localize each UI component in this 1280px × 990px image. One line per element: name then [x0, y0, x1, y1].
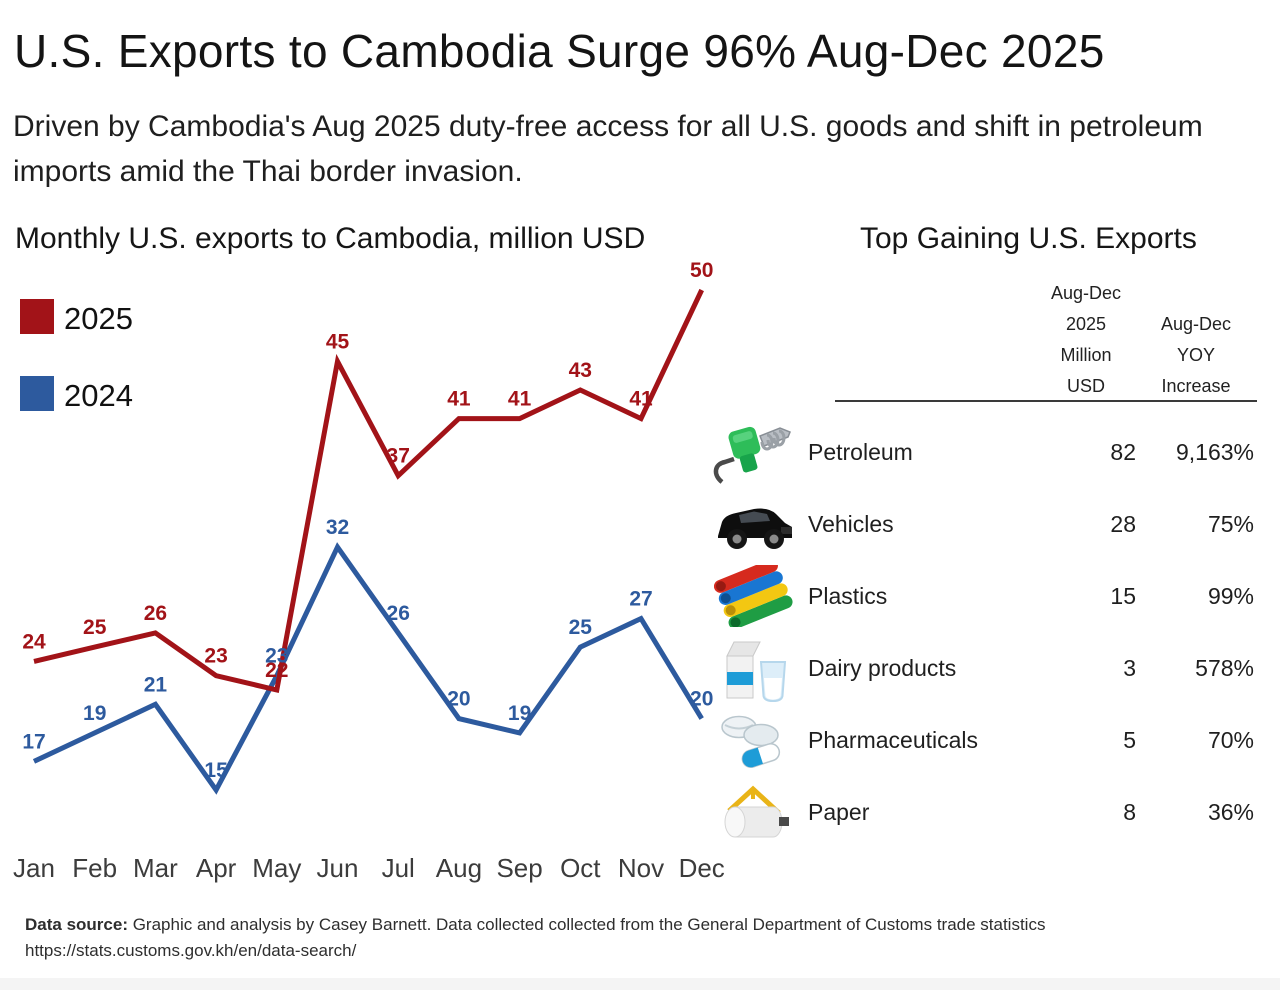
svg-text:19: 19	[508, 702, 531, 725]
value-musd: 5	[1123, 726, 1136, 753]
svg-text:Dec: Dec	[679, 853, 725, 883]
svg-text:Oct: Oct	[560, 853, 601, 883]
table-col1-header: Aug-Dec 2025 Million USD	[1050, 283, 1122, 396]
value-musd: 3	[1123, 654, 1136, 681]
chart-title: Monthly U.S. exports to Cambodia, millio…	[15, 222, 646, 255]
yoy-increase: 99%	[1207, 582, 1254, 609]
product-name: Paper	[808, 798, 870, 825]
table-row-pharmaceuticals: Pharmaceuticals 5 70%	[700, 704, 1262, 776]
legend-swatch-2024	[20, 376, 54, 411]
svg-text:21: 21	[144, 673, 168, 696]
svg-text:19: 19	[83, 702, 106, 725]
product-name: Vehicles	[808, 510, 894, 537]
svg-text:24: 24	[22, 630, 46, 653]
svg-text:41: 41	[447, 388, 471, 411]
svg-text:May: May	[252, 853, 301, 883]
svg-text:41: 41	[508, 388, 532, 411]
svg-text:25: 25	[83, 616, 107, 639]
svg-text:20: 20	[447, 688, 470, 711]
product-name: Plastics	[808, 582, 888, 609]
svg-text:20: 20	[690, 688, 713, 711]
pills-icon	[700, 711, 808, 769]
svg-text:Feb: Feb	[72, 853, 117, 883]
svg-text:15: 15	[204, 759, 228, 782]
legend-swatch-2025	[20, 299, 54, 334]
table-row-plastics: Plastics 15 99%	[700, 560, 1262, 632]
svg-text:Sep: Sep	[496, 853, 542, 883]
svg-text:41: 41	[629, 388, 653, 411]
table-header-rule	[835, 400, 1257, 402]
bottom-strip	[0, 978, 1280, 990]
table-row-vehicles: Vehicles 28 75%	[700, 488, 1262, 560]
svg-text:Jan: Jan	[13, 853, 55, 883]
svg-text:27: 27	[629, 588, 652, 611]
plastic-rolls-icon	[700, 565, 808, 627]
table-row-paper: Paper 8 36%	[700, 776, 1262, 848]
data-source-note: Data source: Graphic and analysis by Cas…	[25, 912, 1185, 964]
suv-icon	[700, 496, 808, 552]
legend-label-2025: 2025	[64, 301, 133, 336]
svg-text:43: 43	[569, 359, 592, 382]
table-col2-header: Aug-Dec YOY Increase	[1160, 314, 1232, 396]
svg-text:22: 22	[265, 659, 288, 682]
yoy-increase: 36%	[1207, 798, 1254, 825]
data-source-url[interactable]: https://stats.customs.gov.kh/en/data-sea…	[25, 941, 357, 960]
product-name: Pharmaceuticals	[808, 726, 979, 753]
svg-text:37: 37	[387, 445, 410, 468]
legend-label-2024: 2024	[64, 378, 133, 413]
page-title: U.S. Exports to Cambodia Surge 96% Aug-D…	[14, 25, 1105, 77]
table-title: Top Gaining U.S. Exports	[860, 222, 1197, 255]
svg-text:32: 32	[326, 516, 349, 539]
yoy-increase: 9,163%	[1175, 438, 1254, 465]
value-musd: 28	[1110, 510, 1136, 537]
svg-text:Aug: Aug	[436, 853, 482, 883]
yoy-increase: 578%	[1195, 654, 1254, 681]
svg-text:26: 26	[387, 602, 410, 625]
milk-carton-icon	[700, 634, 808, 702]
product-name: Dairy products	[808, 654, 957, 681]
svg-text:25: 25	[569, 616, 593, 639]
data-source-text: Graphic and analysis by Casey Barnett. D…	[127, 915, 1046, 934]
paper-roll-icon	[700, 779, 808, 845]
svg-text:Nov: Nov	[618, 853, 664, 883]
data-source-label: Data source:	[25, 915, 128, 934]
exports-line-chart: 1719211523322620192527202425262322453741…	[13, 259, 725, 883]
svg-text:50: 50	[690, 259, 713, 282]
svg-text:26: 26	[144, 602, 167, 625]
product-name: Petroleum	[808, 438, 913, 465]
fuel-pump-icon	[700, 418, 808, 486]
svg-text:23: 23	[265, 645, 288, 668]
svg-text:Jul: Jul	[382, 853, 415, 883]
table-row-petroleum: Petroleum 82 9,163%	[700, 416, 1262, 488]
table-row-dairy: Dairy products 3 578%	[700, 632, 1262, 704]
page-subtitle: Driven by Cambodia's Aug 2025 duty-free …	[13, 110, 1203, 188]
yoy-increase: 75%	[1207, 510, 1254, 537]
yoy-increase: 70%	[1207, 726, 1254, 753]
svg-text:17: 17	[22, 730, 45, 753]
svg-text:Mar: Mar	[133, 853, 178, 883]
svg-text:Apr: Apr	[196, 853, 237, 883]
value-musd: 15	[1110, 582, 1136, 609]
svg-text:23: 23	[204, 645, 227, 668]
value-musd: 8	[1123, 798, 1136, 825]
value-musd: 82	[1110, 438, 1136, 465]
svg-text:45: 45	[326, 330, 350, 353]
svg-text:Jun: Jun	[317, 853, 359, 883]
